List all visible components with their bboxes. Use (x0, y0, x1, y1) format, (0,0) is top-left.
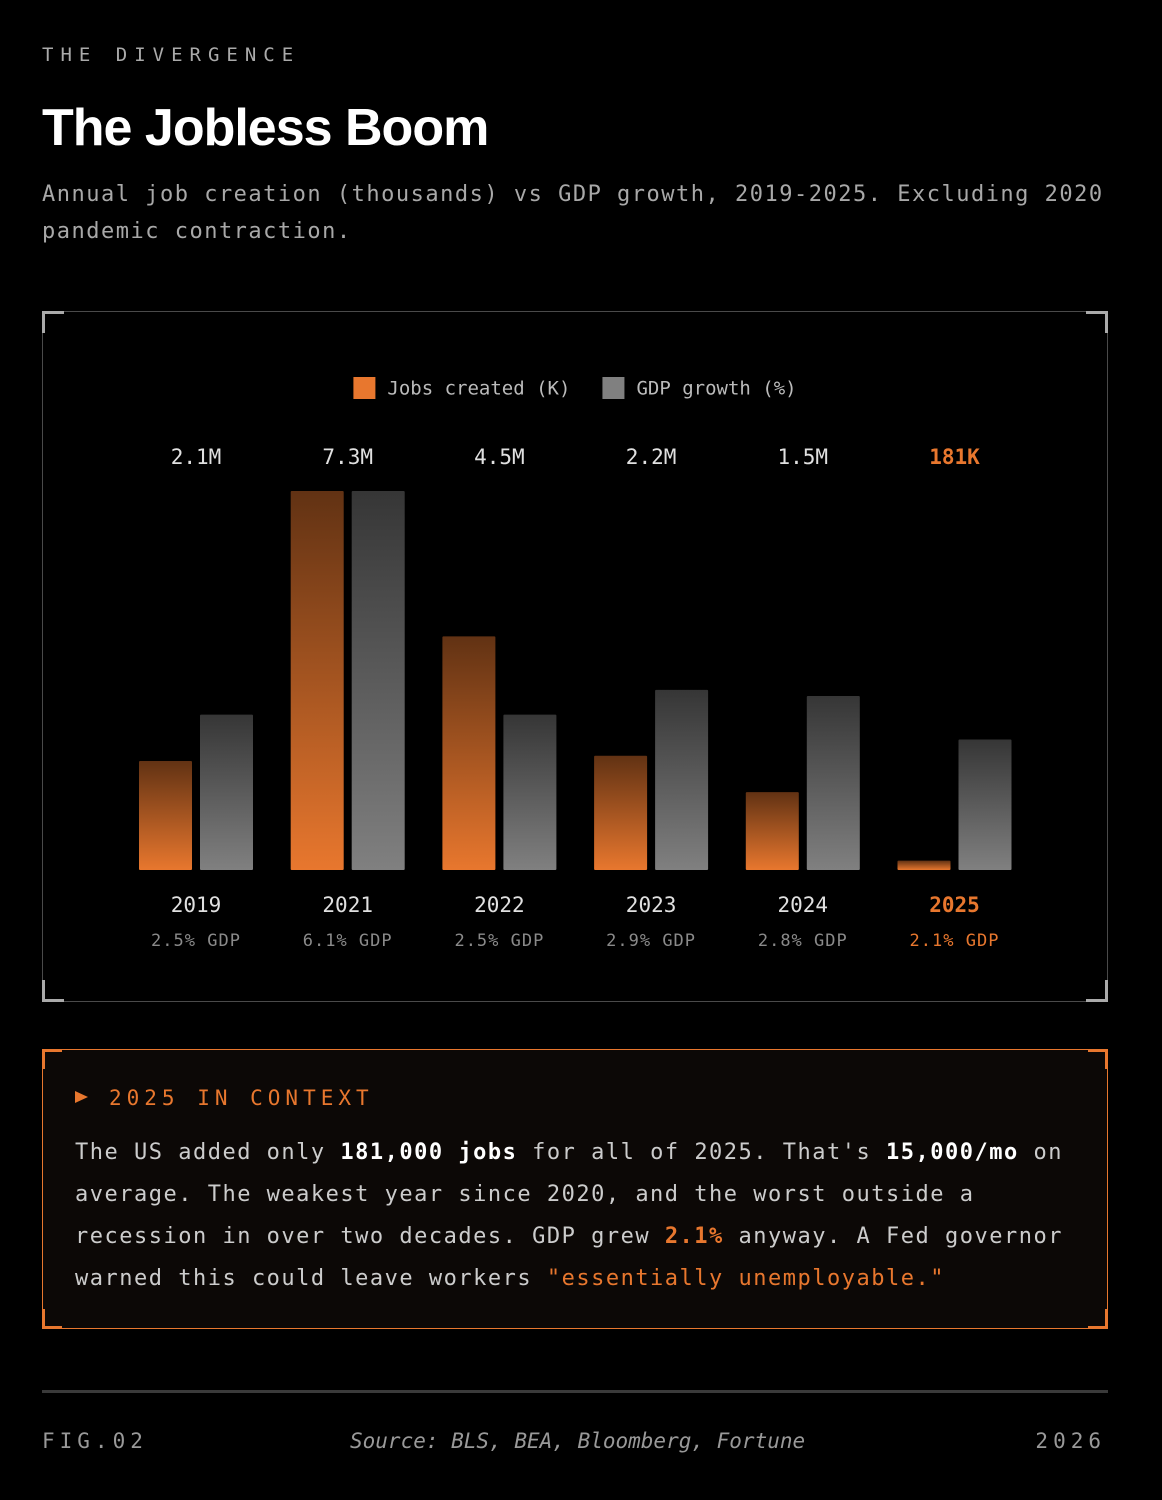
gdp-label: 2.5% GDP (151, 931, 241, 951)
chart: Jobs created (K) GDP growth (%) 2.1M 2019 2.… (42, 311, 1108, 1002)
x-tick-label: 2023 (626, 893, 677, 917)
gdp-label: 2.8% GDP (758, 931, 848, 951)
context-heading: 2025 IN CONTEXT (109, 1086, 374, 1110)
context-corners (42, 1049, 1108, 1329)
highlight: 2.1% (664, 1224, 724, 1249)
bar (139, 760, 192, 870)
bar (958, 739, 1012, 870)
value-label: 181K (929, 445, 980, 469)
gdp-label: 2.1% GDP (910, 931, 1000, 951)
bar (594, 755, 648, 870)
bar (290, 491, 344, 870)
emphasis: 15,000/mo (886, 1140, 1019, 1165)
subtitle: Annual job creation (thousands) vs GDP g… (42, 182, 1104, 244)
x-tick-label: 2025 (929, 893, 980, 917)
emphasis: 181,000 jobs (340, 1140, 518, 1165)
context-body: The US added only 181,000 jobs for all o… (75, 1132, 1085, 1300)
frame (42, 311, 1108, 1002)
x-tick-label: 2019 (171, 893, 222, 917)
bar (503, 714, 557, 870)
bar (351, 491, 405, 870)
value-label: 7.3M (322, 445, 373, 469)
text: The US added only (75, 1140, 341, 1165)
value-label: 2.1M (171, 445, 222, 469)
text: for all of 2025. That's (517, 1140, 887, 1165)
legend-swatch (602, 377, 625, 399)
quote: "essentially unemployable." (546, 1266, 945, 1291)
x-tick-label: 2022 (474, 893, 525, 917)
bar (200, 714, 253, 870)
text: anyway. A Fed governor warned this could… (75, 1224, 1063, 1291)
x-tick-label: 2024 (778, 893, 829, 917)
bar (806, 696, 860, 870)
value-label: 1.5M (778, 445, 829, 469)
bar (442, 636, 496, 870)
footer-year: 2026 (1035, 1429, 1106, 1453)
legend-label: GDP growth (%) (636, 378, 796, 400)
bar (655, 689, 709, 870)
frame-corners (42, 311, 1108, 1002)
legend-swatch (353, 377, 376, 399)
divider (42, 1390, 1108, 1393)
source: Source: BLS, BEA, Bloomberg, Fortune (350, 1429, 806, 1453)
gdp-label: 2.5% GDP (454, 931, 544, 951)
eyebrow: THE DIVERGENCE (42, 44, 301, 66)
x-tick-label: 2021 (322, 893, 373, 917)
gdp-label: 6.1% GDP (303, 931, 393, 951)
legend-label: Jobs created (K) (387, 378, 570, 400)
context-box: 2025 IN CONTEXT The US added only 181,00… (42, 1049, 1108, 1329)
title: The Jobless Boom (42, 99, 489, 157)
value-label: 2.2M (626, 445, 677, 469)
gdp-label: 2.9% GDP (606, 931, 696, 951)
bar (745, 792, 799, 870)
text: on average. The weakest year since 2020,… (75, 1140, 1063, 1249)
bar (897, 860, 951, 870)
value-label: 4.5M (474, 445, 525, 469)
figure-label: FIG.02 (42, 1429, 148, 1453)
